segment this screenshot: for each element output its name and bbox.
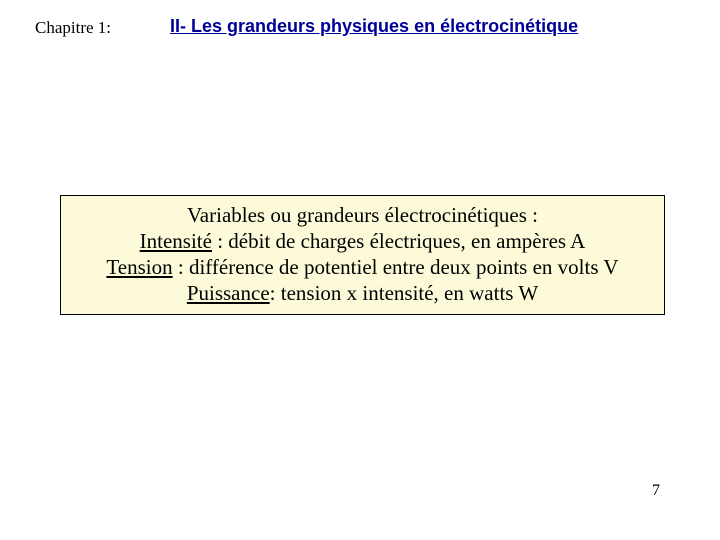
definition-line: Tension : différence de potentiel entre … (69, 254, 656, 280)
definition-line: Variables ou grandeurs électrocinétiques… (69, 202, 656, 228)
section-title: II- Les grandeurs physiques en électroci… (170, 16, 578, 37)
page-number: 7 (652, 482, 660, 500)
definition-term: Intensité (140, 229, 212, 253)
slide-page: { "header": { "chapter": "Chapitre 1:", … (0, 0, 720, 540)
definition-term: Tension (106, 255, 172, 279)
definition-line: Intensité : débit de charges électriques… (69, 228, 656, 254)
definition-line: Puissance: tension x intensité, en watts… (69, 280, 656, 306)
definitions-box: Variables ou grandeurs électrocinétiques… (60, 195, 665, 315)
definition-term: Puissance (187, 281, 270, 305)
chapter-label: Chapitre 1: (35, 18, 111, 38)
